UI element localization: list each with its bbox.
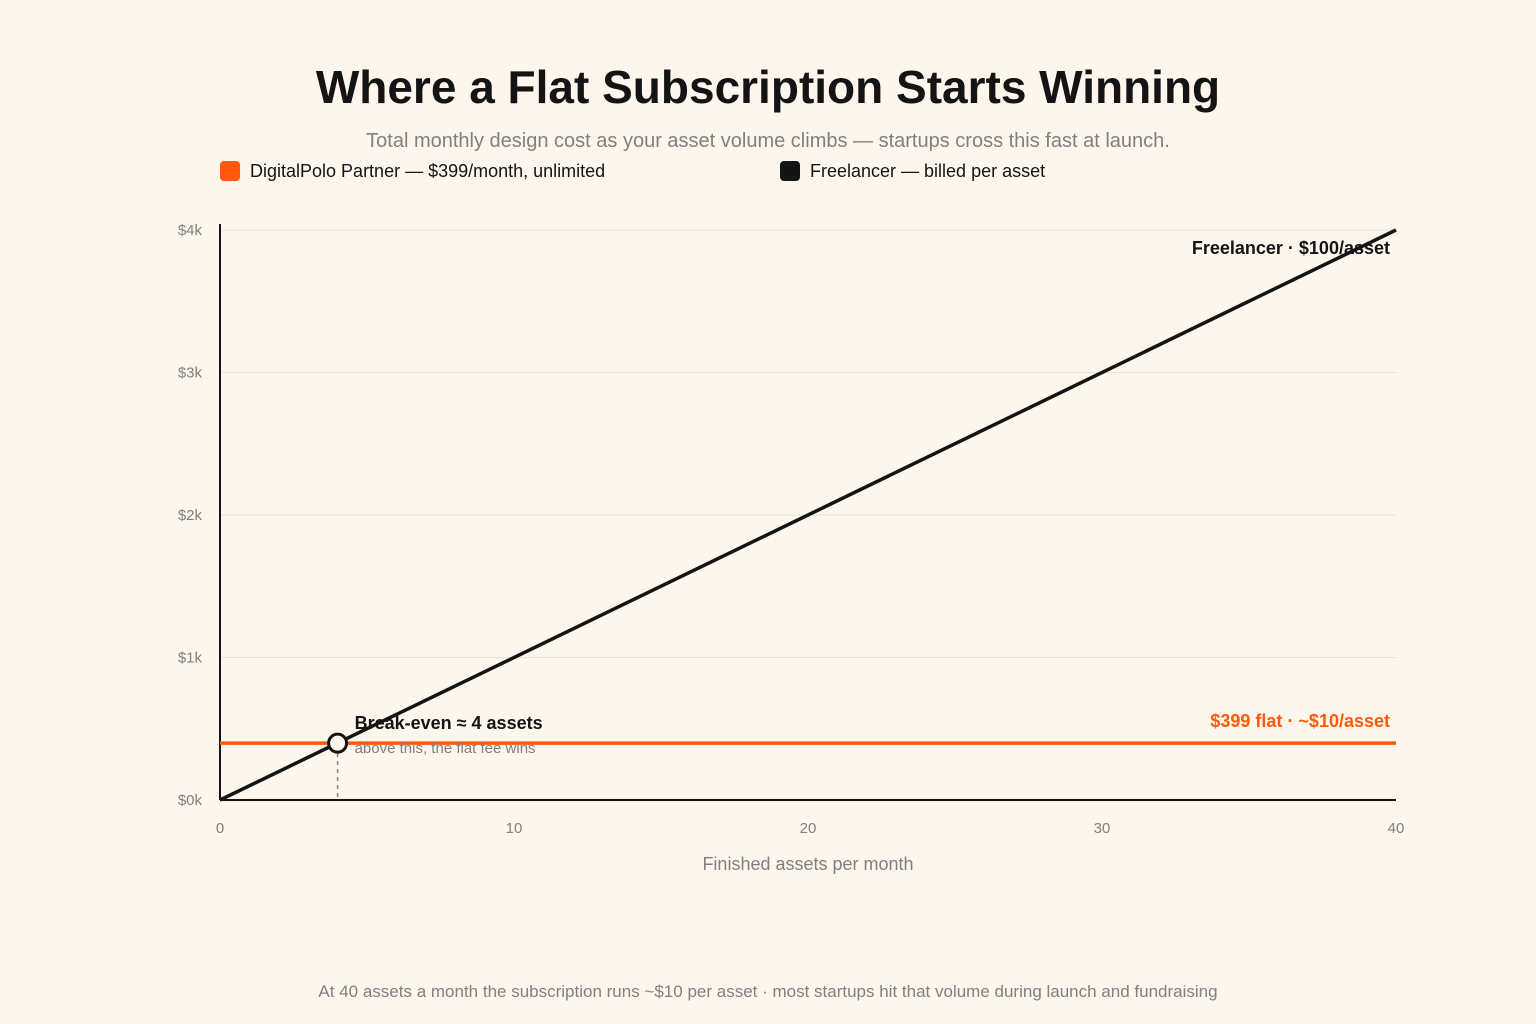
y-tick-label: $3k: [178, 365, 203, 382]
chart-title: Where a Flat Subscription Starts Winning: [315, 61, 1221, 113]
x-axis-title: Finished assets per month: [702, 854, 913, 874]
x-tick-label: 0: [216, 820, 224, 837]
break-even-title: Break-even ≈ 4 assets: [355, 713, 543, 733]
x-tick-label: 40: [1388, 820, 1405, 837]
y-tick-label: $2k: [178, 507, 203, 524]
footer-note: At 40 assets a month the subscription ru…: [318, 982, 1218, 1001]
y-tick-label: $0k: [178, 792, 203, 809]
x-tick-label: 30: [1094, 820, 1111, 837]
series-line-freelancer: [219, 228, 1397, 802]
legend-item-freelancer: Freelancer — billed per asset: [780, 160, 1045, 182]
legend-label-subscription: DigitalPolo Partner — $399/month, unlimi…: [250, 160, 606, 181]
legend-swatch-freelancer: [780, 161, 800, 181]
break-even-marker: [327, 732, 349, 754]
series-end-label-freelancer: Freelancer · $100/asset: [1192, 238, 1390, 258]
series-end-label-subscription: $399 flat · ~$10/asset: [1210, 711, 1390, 731]
legend-label-freelancer: Freelancer — billed per asset: [810, 160, 1046, 181]
legend-item-subscription: DigitalPolo Partner — $399/month, unlimi…: [220, 160, 605, 182]
break-even-subtitle: above this, the flat fee wins: [355, 740, 536, 757]
y-tick-label: $4k: [178, 222, 203, 239]
y-tick-label: $1k: [178, 650, 203, 667]
legend-swatch-subscription: [220, 161, 240, 181]
x-tick-label: 20: [800, 820, 817, 837]
x-tick-label: 10: [506, 820, 523, 837]
chart-subtitle: Total monthly design cost as your asset …: [366, 130, 1170, 152]
